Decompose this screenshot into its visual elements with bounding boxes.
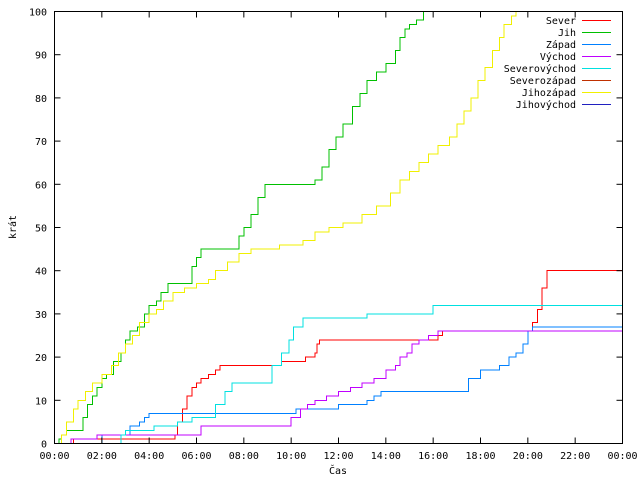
series-line-2 [54,11,623,444]
x-tick-label: 16:00 [418,451,448,462]
x-axis-label: Čas [329,464,347,477]
y-tick-label: 10 [35,396,47,407]
legend-label: Východ [540,51,576,63]
x-tick-label: 20:00 [513,451,543,462]
y-tick-label: 80 [35,94,47,105]
y-axis-label: krát [7,215,19,239]
y-tick-label: 70 [35,137,47,148]
x-tick-label: 08:00 [229,451,259,462]
y-axis-ticks: 0 10 20 30 40 50 60 70 80 90 100 [29,8,623,451]
y-tick-label: 40 [35,267,47,278]
x-tick-label: 06:00 [181,451,211,462]
x-tick-label: 02:00 [87,451,117,462]
legend: SeverJihZápadVýchodSeverovýchodSeverozáp… [504,16,611,111]
x-tick-label: 12:00 [323,451,353,462]
y-tick-label: 20 [35,353,47,364]
x-tick-label: 04:00 [134,451,164,462]
x-tick-label: 14:00 [371,451,401,462]
y-tick-label: 90 [35,51,47,62]
series-line-4 [54,313,623,444]
legend-label: Jihozápad [522,87,576,99]
y-tick-label: 0 [41,440,47,451]
y-tick-label: 30 [35,310,47,321]
x-tick-label: 00:00 [39,451,69,462]
legend-label: Severovýchod [504,63,576,75]
series-line-5 [54,304,623,444]
legend-label: Jih [558,28,576,39]
series-line-3 [54,326,623,444]
legend-label: Severozápad [510,75,576,87]
x-tick-label: 10:00 [276,451,306,462]
y-tick-label: 60 [35,180,47,191]
y-tick-label: 100 [29,8,47,19]
x-tick-label: 00:00 [607,451,637,462]
series-line-1 [54,270,623,444]
x-tick-label: 22:00 [560,451,590,462]
legend-label: Západ [546,39,576,51]
x-axis-ticks: 00:00 02:00 04:00 06:00 08:00 10:00 12:00 14:00… [39,11,638,462]
series-line-7 [54,11,623,444]
legend-label: Sever [546,16,576,27]
x-tick-label: 18:00 [465,451,495,462]
legend-label: Jihovýchod [516,99,576,111]
y-tick-label: 50 [35,224,47,235]
